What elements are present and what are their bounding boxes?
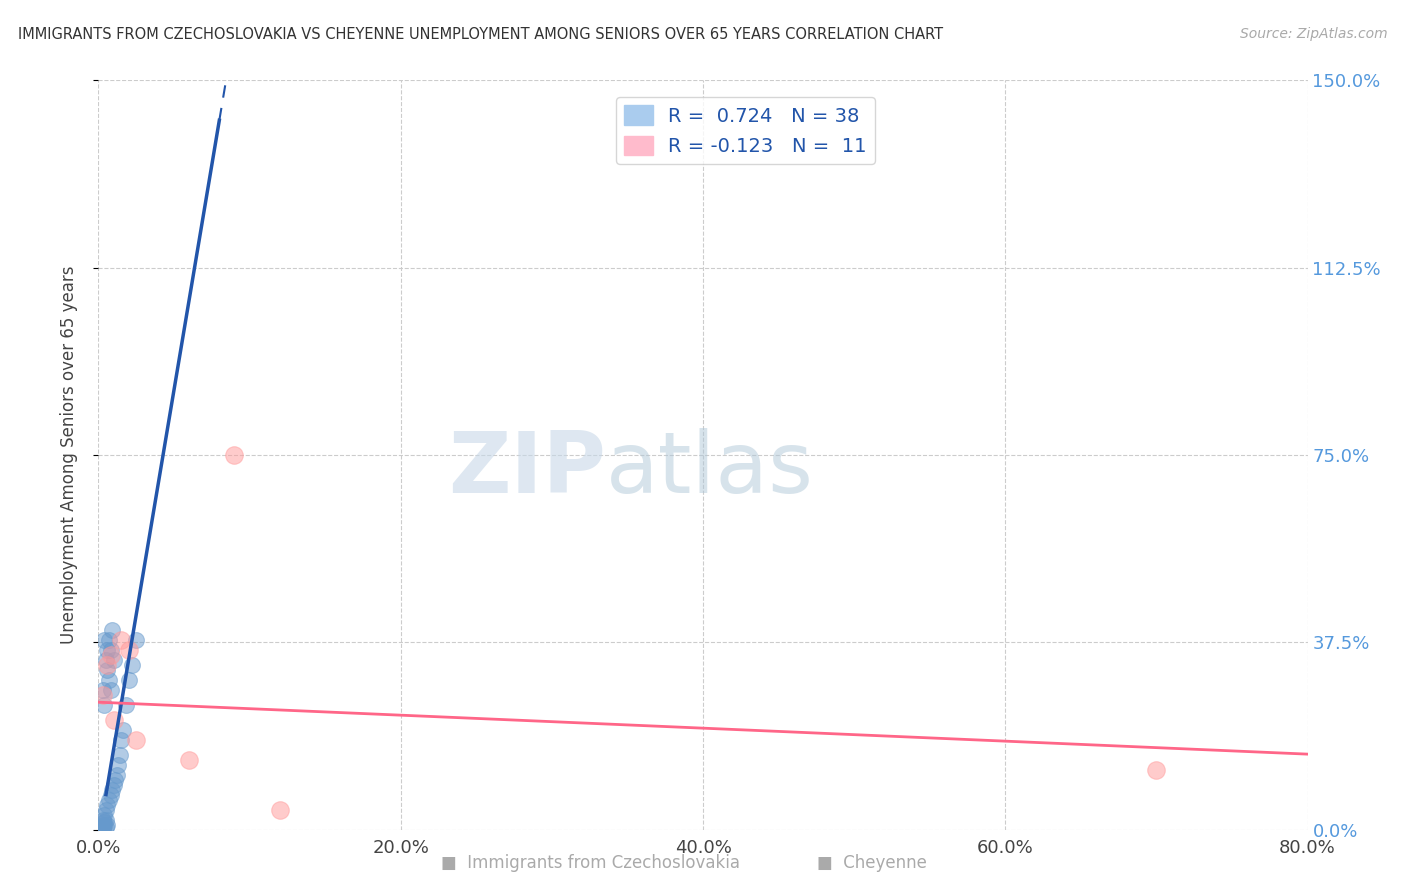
- Point: [104, 772, 127, 787]
- Point: [101, 623, 124, 637]
- Point: [107, 757, 129, 772]
- Point: [96, 657, 118, 672]
- Point: [224, 448, 246, 462]
- Point: [121, 657, 143, 672]
- Point: [94, 653, 117, 667]
- Point: [93, 815, 115, 830]
- Text: ■  Immigrants from Czechoslovakia: ■ Immigrants from Czechoslovakia: [441, 855, 740, 872]
- Point: [101, 782, 124, 797]
- Point: [114, 698, 136, 712]
- Point: [96, 642, 118, 657]
- Y-axis label: Unemployment Among Seniors over 65 years: Unemployment Among Seniors over 65 years: [59, 266, 77, 644]
- Point: [100, 788, 122, 802]
- Point: [98, 673, 121, 687]
- Point: [125, 632, 148, 647]
- Point: [93, 632, 115, 647]
- Text: atlas: atlas: [606, 428, 814, 511]
- Point: [103, 778, 125, 792]
- Point: [91, 688, 114, 702]
- Point: [91, 682, 114, 697]
- Point: [91, 813, 114, 827]
- Legend: R =  0.724   N = 38, R = -0.123   N =  11: R = 0.724 N = 38, R = -0.123 N = 11: [616, 97, 875, 164]
- Point: [110, 632, 132, 647]
- Text: ■  Cheyenne: ■ Cheyenne: [817, 855, 927, 872]
- Point: [96, 817, 118, 831]
- Point: [91, 820, 114, 834]
- Point: [108, 747, 131, 762]
- Point: [93, 698, 115, 712]
- Point: [103, 653, 125, 667]
- Point: [1144, 763, 1167, 777]
- Point: [93, 819, 115, 833]
- Point: [100, 642, 122, 657]
- Point: [100, 682, 122, 697]
- Point: [111, 723, 134, 737]
- Point: [91, 817, 114, 831]
- Point: [105, 767, 128, 781]
- Point: [98, 792, 121, 806]
- Point: [125, 732, 148, 747]
- Point: [103, 713, 125, 727]
- Point: [91, 821, 114, 835]
- Point: [98, 632, 121, 647]
- Point: [100, 648, 122, 662]
- Text: IMMIGRANTS FROM CZECHOSLOVAKIA VS CHEYENNE UNEMPLOYMENT AMONG SENIORS OVER 65 YE: IMMIGRANTS FROM CZECHOSLOVAKIA VS CHEYEN…: [18, 27, 943, 42]
- Point: [96, 663, 118, 677]
- Point: [118, 642, 141, 657]
- Point: [269, 803, 291, 817]
- Point: [96, 797, 118, 812]
- Text: Source: ZipAtlas.com: Source: ZipAtlas.com: [1240, 27, 1388, 41]
- Point: [94, 803, 117, 817]
- Point: [94, 813, 117, 827]
- Point: [94, 820, 117, 834]
- Point: [118, 673, 141, 687]
- Text: ZIP: ZIP: [449, 428, 606, 511]
- Point: [93, 807, 115, 822]
- Point: [110, 732, 132, 747]
- Point: [179, 753, 201, 767]
